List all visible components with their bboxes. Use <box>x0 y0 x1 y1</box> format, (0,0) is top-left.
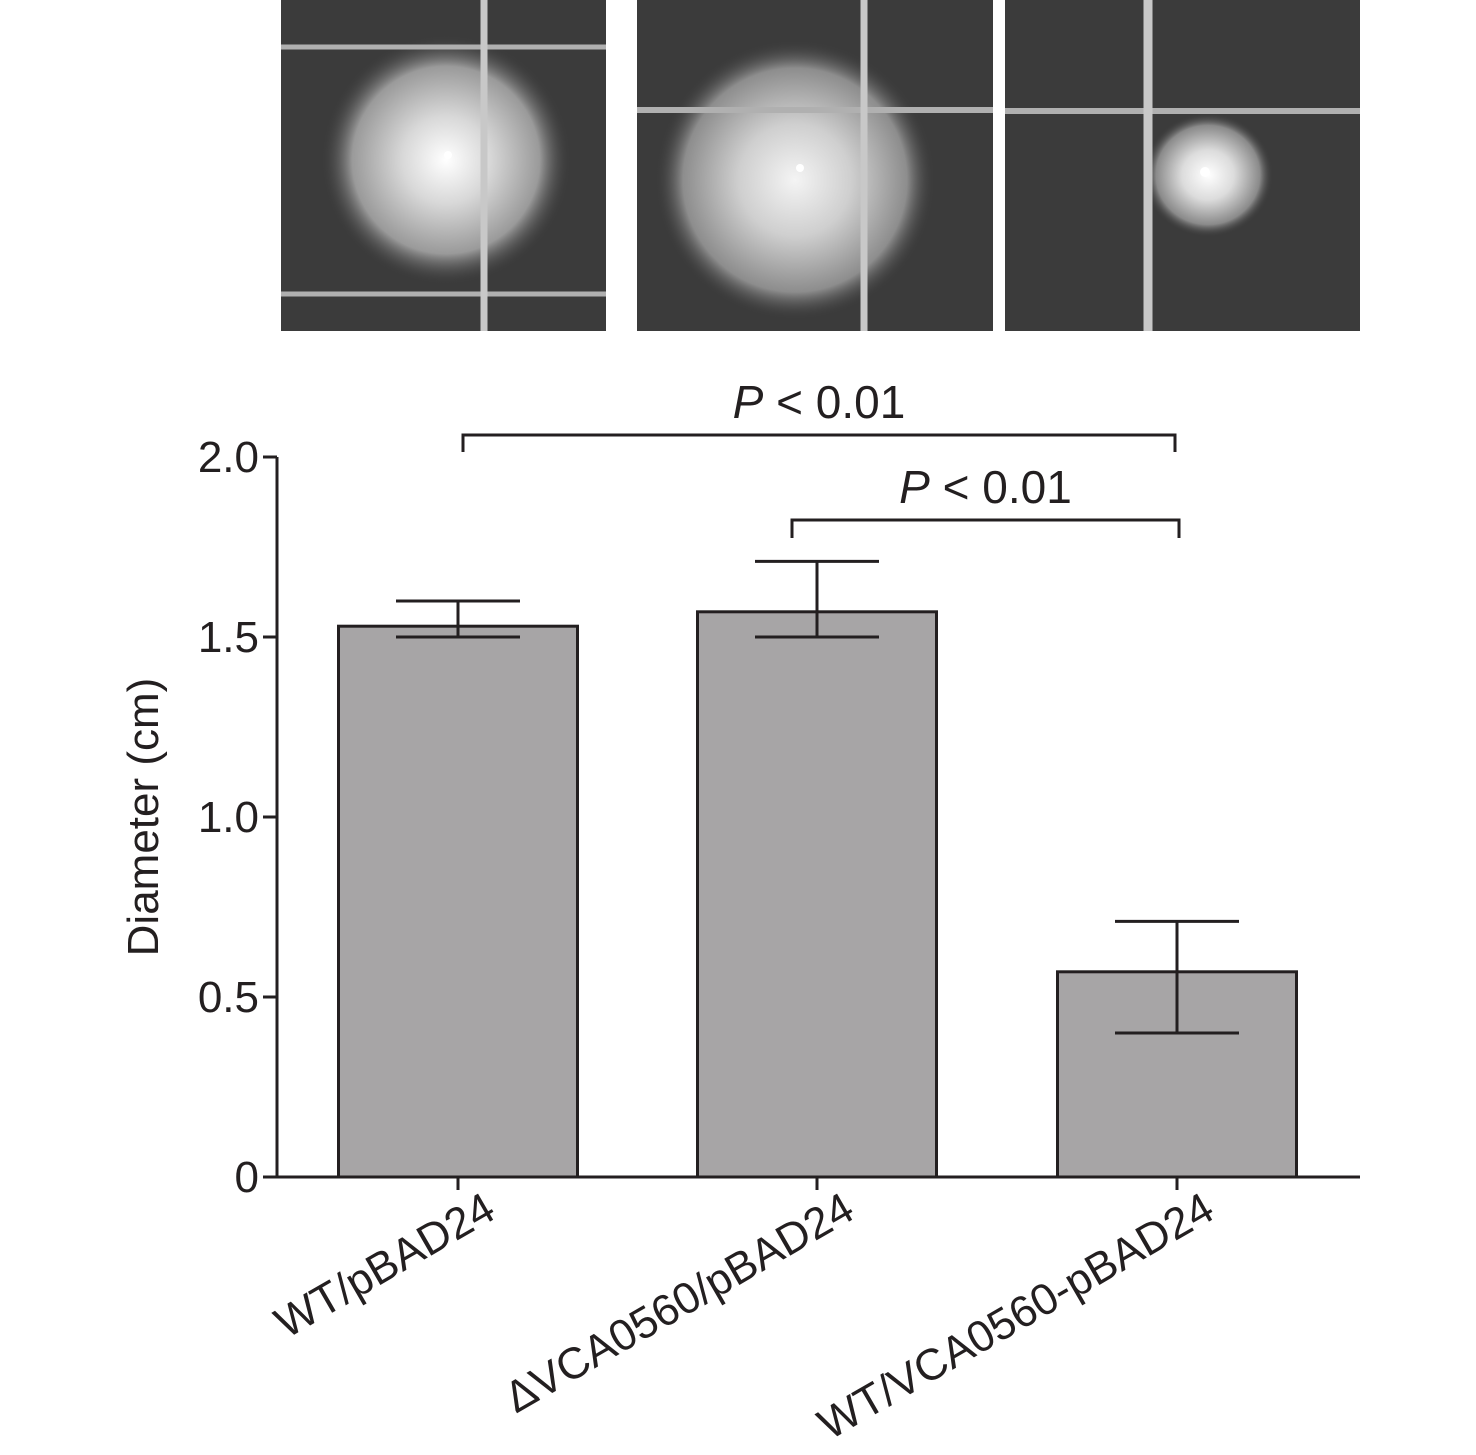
x-tick-label: WT/VCA0560-pBAD24 <box>810 1183 1222 1449</box>
error-bars-layer <box>396 559 1239 1035</box>
bar-2 <box>696 610 938 1179</box>
p-value-text: < 0.01 <box>763 376 905 428</box>
swim-plate-photo-3 <box>1005 0 1360 331</box>
significance-bracket-2 <box>790 518 1181 538</box>
significance-label-1: P < 0.01 <box>733 376 906 428</box>
y-axis-label: Diameter (cm) <box>119 678 168 957</box>
swim-plate-photo-2 <box>637 0 993 331</box>
bars-layer <box>337 610 1298 1179</box>
photo-panels <box>281 0 1360 331</box>
x-tick-label: WT/pBAD24 <box>267 1183 503 1348</box>
significance-layer: P < 0.01P < 0.01 <box>461 376 1181 538</box>
y-tick-label: 1.0 <box>198 793 259 842</box>
p-value-text: < 0.01 <box>930 461 1072 513</box>
significance-bracket-1 <box>461 433 1177 452</box>
swim-plate-photo-1 <box>281 0 606 331</box>
significance-label-2: P < 0.01 <box>899 461 1072 513</box>
bar-chart: 0 0.5 1.0 1.5 2.0 WT/pBAD24ΔVCA0560/pBAD24WT/… <box>119 376 1360 1449</box>
p-symbol: P <box>899 461 930 513</box>
y-tick-label: 0.5 <box>198 973 259 1022</box>
y-tick-label: 0 <box>235 1153 259 1202</box>
y-tick-label: 1.5 <box>198 613 259 662</box>
x-tick-label: ΔVCA0560/pBAD24 <box>496 1183 862 1422</box>
bar-1 <box>337 624 579 1179</box>
y-tick-label: 2.0 <box>198 433 259 482</box>
p-symbol: P <box>733 376 764 428</box>
